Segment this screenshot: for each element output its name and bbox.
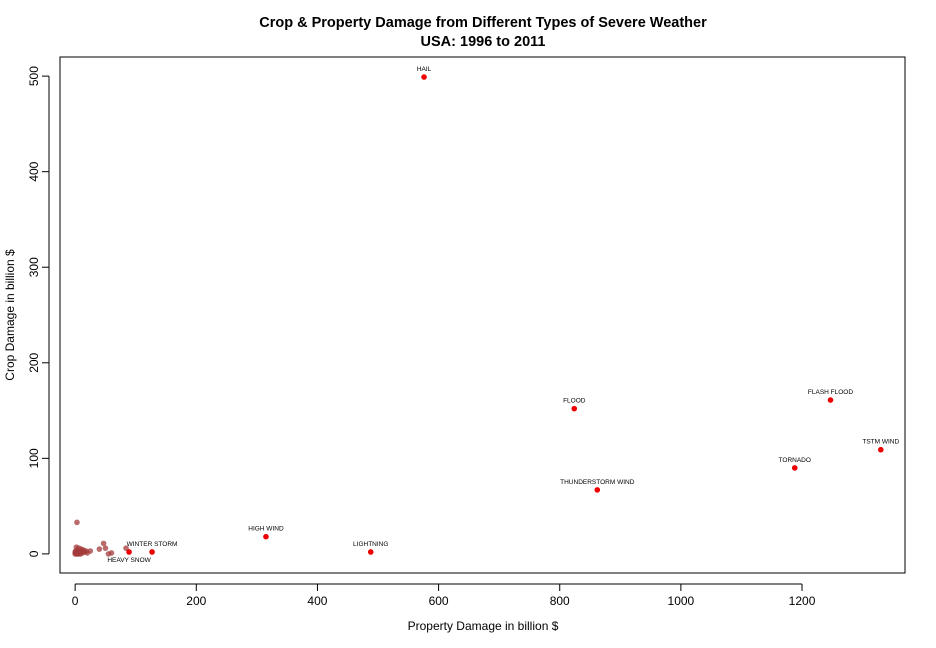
x-axis: 0 200 400 600 800 1000 1200 — [72, 583, 816, 608]
x-tick-label: 600 — [429, 594, 449, 608]
y-axis: 0 100 200 300 400 500 — [27, 66, 50, 557]
plot-area-frame — [59, 56, 906, 574]
y-tick-label: 400 — [27, 161, 41, 181]
chart-subtitle: USA: 1996 to 2011 — [421, 34, 546, 50]
point-label: THUNDERSTORM WIND — [560, 479, 635, 486]
point-label: HEAVY SNOW — [107, 557, 151, 564]
minor-data-point — [74, 519, 80, 526]
x-tick-label: 1200 — [789, 594, 816, 608]
point-label: TORNADO — [779, 457, 811, 464]
y-tick-label: 0 — [27, 550, 41, 557]
minor-data-point — [79, 548, 85, 554]
minor-data-point — [123, 545, 129, 551]
x-tick-label: 400 — [307, 594, 327, 608]
minor-points-group — [72, 519, 129, 557]
y-axis-label: Crop Damage in billion $ — [3, 249, 17, 381]
point-label: FLOOD — [563, 398, 586, 405]
y-tick-label: 100 — [27, 448, 41, 468]
data-point — [263, 533, 269, 540]
minor-data-point — [102, 545, 109, 551]
x-tick-label: 0 — [72, 594, 79, 608]
data-point — [421, 74, 427, 80]
x-tick-label: 1000 — [668, 594, 695, 608]
y-tick-label: 500 — [27, 66, 41, 86]
y-tick-label: 300 — [27, 257, 41, 277]
labeled-points-group: HAIL FLASH FLOOD FLOOD TSTM WIND TORNADO THUN… — [107, 66, 899, 564]
minor-data-point — [96, 546, 103, 552]
x-tick-label: 800 — [550, 594, 570, 608]
minor-data-point — [105, 551, 112, 557]
point-label: LIGHTNING — [353, 541, 388, 548]
point-label: HAIL — [417, 66, 432, 73]
data-point — [594, 487, 601, 493]
point-label: TSTM WIND — [862, 439, 899, 446]
data-point — [367, 549, 374, 555]
data-point — [571, 405, 578, 412]
data-point — [791, 465, 798, 471]
y-tick-label: 200 — [27, 352, 41, 372]
data-point — [126, 549, 132, 555]
point-label: WINTER STORM — [127, 541, 178, 548]
chart-title: Crop & Property Damage from Different Ty… — [259, 15, 707, 31]
x-tick-label: 200 — [186, 594, 206, 608]
data-point — [827, 397, 834, 403]
x-axis-label: Property Damage in billion $ — [408, 619, 559, 633]
minor-data-point — [72, 549, 78, 555]
minor-data-point — [100, 540, 107, 547]
data-point — [877, 446, 884, 453]
data-point — [149, 549, 155, 555]
point-label: HIGH WIND — [248, 526, 284, 533]
point-label: FLASH FLOOD — [808, 389, 853, 396]
